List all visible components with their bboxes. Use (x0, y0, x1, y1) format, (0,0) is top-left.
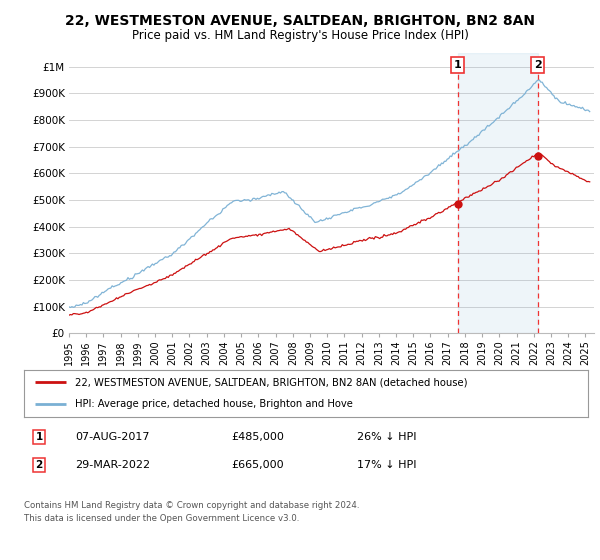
Text: £665,000: £665,000 (231, 460, 284, 470)
Text: 29-MAR-2022: 29-MAR-2022 (75, 460, 150, 470)
Text: 17% ↓ HPI: 17% ↓ HPI (357, 460, 416, 470)
Text: 07-AUG-2017: 07-AUG-2017 (75, 432, 149, 442)
Text: 22, WESTMESTON AVENUE, SALTDEAN, BRIGHTON, BN2 8AN: 22, WESTMESTON AVENUE, SALTDEAN, BRIGHTO… (65, 14, 535, 28)
Text: Price paid vs. HM Land Registry's House Price Index (HPI): Price paid vs. HM Land Registry's House … (131, 29, 469, 42)
Text: 2: 2 (35, 460, 43, 470)
Text: 1: 1 (454, 60, 461, 70)
Text: 26% ↓ HPI: 26% ↓ HPI (357, 432, 416, 442)
Text: 1: 1 (35, 432, 43, 442)
Text: 2: 2 (533, 60, 541, 70)
Text: HPI: Average price, detached house, Brighton and Hove: HPI: Average price, detached house, Brig… (75, 399, 353, 409)
Text: £485,000: £485,000 (231, 432, 284, 442)
Text: Contains HM Land Registry data © Crown copyright and database right 2024.
This d: Contains HM Land Registry data © Crown c… (24, 501, 359, 522)
Bar (458, 53, 538, 333)
Text: 22, WESTMESTON AVENUE, SALTDEAN, BRIGHTON, BN2 8AN (detached house): 22, WESTMESTON AVENUE, SALTDEAN, BRIGHTO… (75, 377, 467, 388)
